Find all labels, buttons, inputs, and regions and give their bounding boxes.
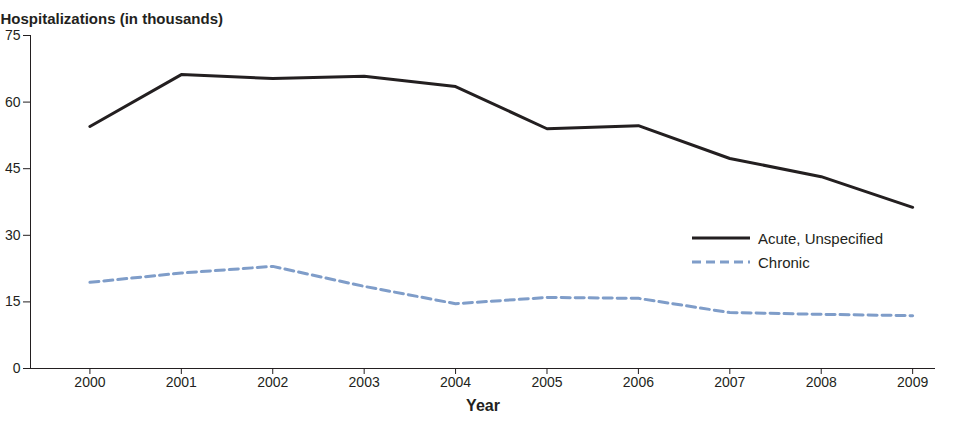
svg-text:2008: 2008	[806, 374, 837, 390]
svg-text:0: 0	[13, 360, 21, 376]
svg-text:75: 75	[5, 27, 21, 43]
html-text:Acute, Unspecified: Acute, Unspecified	[758, 229, 884, 247]
svg-text:45: 45	[5, 160, 21, 176]
svg-text:2000: 2000	[74, 374, 105, 390]
svg-text:60: 60	[5, 94, 21, 110]
svg-text:2002: 2002	[257, 374, 288, 390]
svg-text:Hospitalizations (in thousands: Hospitalizations (in thousands)	[1, 10, 224, 27]
svg-text:Year: Year	[466, 397, 500, 414]
svg-text:2009: 2009	[897, 374, 928, 390]
svg-text:2005: 2005	[531, 374, 562, 390]
svg-text:30: 30	[5, 227, 21, 243]
svg-text:2003: 2003	[349, 374, 380, 390]
html-text:Chronic: Chronic	[758, 253, 810, 271]
svg-text:2004: 2004	[440, 374, 471, 390]
svg-text:15: 15	[5, 293, 21, 309]
svg-text:2007: 2007	[714, 374, 745, 390]
svg-text:2006: 2006	[623, 374, 654, 390]
svg-text:2001: 2001	[166, 374, 197, 390]
